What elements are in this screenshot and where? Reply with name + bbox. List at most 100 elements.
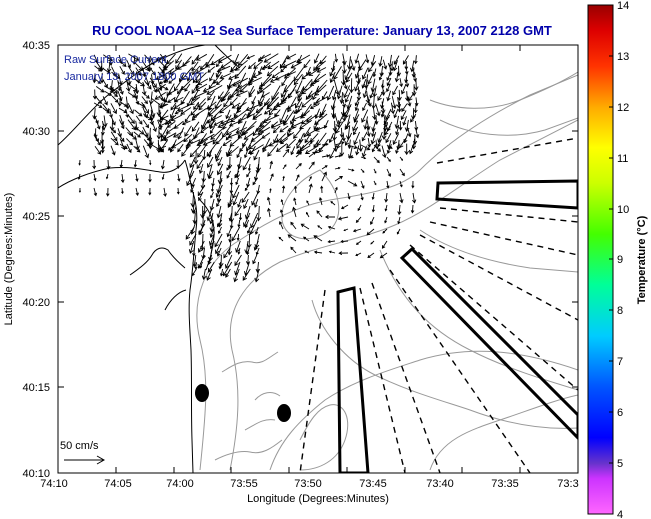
current-vector	[241, 191, 250, 204]
current-vector	[355, 240, 362, 245]
current-vector	[142, 145, 150, 159]
current-vector	[143, 139, 151, 147]
current-vector	[234, 254, 242, 267]
current-vector	[149, 159, 152, 166]
current-vector	[393, 109, 399, 119]
current-vector	[181, 120, 191, 126]
current-vector	[216, 163, 224, 176]
current-vector	[347, 139, 352, 150]
current-vector	[254, 125, 265, 132]
scale-arrow	[64, 455, 106, 465]
current-vector	[386, 168, 392, 178]
current-vector	[157, 119, 163, 131]
current-vector	[352, 120, 359, 132]
current-vector	[104, 90, 113, 96]
current-vector	[191, 65, 201, 76]
current-vector	[284, 67, 296, 79]
current-vector	[386, 72, 391, 82]
current-vector	[102, 107, 111, 114]
current-vector	[314, 125, 327, 132]
current-vector	[256, 205, 262, 222]
current-vector	[160, 133, 169, 142]
current-vector	[121, 187, 124, 195]
current-vector	[371, 128, 376, 138]
current-vector	[399, 180, 403, 188]
current-vector	[95, 120, 101, 130]
current-vector	[256, 156, 261, 172]
current-vector	[280, 85, 288, 99]
current-vector	[269, 160, 274, 170]
current-vector	[286, 103, 297, 110]
current-vector	[321, 165, 328, 170]
current-vector	[175, 53, 183, 64]
current-vector	[367, 96, 372, 107]
current-vector	[189, 145, 201, 158]
current-vector	[270, 121, 279, 128]
y-tick-label: 40:10	[22, 468, 50, 480]
current-vector	[151, 121, 157, 133]
current-vector	[386, 77, 392, 87]
current-vector	[158, 79, 168, 85]
current-vector	[253, 60, 263, 69]
current-vector	[261, 132, 271, 139]
current-vector	[192, 205, 197, 215]
current-vector	[247, 62, 256, 70]
current-vector	[378, 72, 384, 81]
current-vector	[313, 250, 323, 254]
colorbar-tick-label: 12	[617, 102, 629, 114]
current-vector	[269, 77, 281, 83]
current-vector	[218, 261, 222, 270]
current-vector	[167, 96, 176, 103]
current-vector	[242, 156, 251, 171]
current-vector	[225, 127, 240, 136]
current-vector	[309, 103, 320, 110]
current-vector	[408, 143, 415, 155]
current-vector	[92, 159, 97, 170]
current-vector	[355, 145, 360, 156]
current-vector	[279, 108, 288, 124]
current-vector	[135, 115, 143, 125]
current-vector	[198, 163, 204, 175]
current-vector	[237, 156, 242, 170]
current-vector	[193, 91, 207, 99]
y-tick-label: 40:35	[22, 40, 50, 52]
current-vector	[177, 143, 184, 153]
current-vector	[258, 53, 272, 61]
current-vector	[224, 254, 233, 269]
current-vector	[282, 175, 285, 182]
current-vector	[210, 184, 214, 193]
current-vector	[296, 54, 311, 63]
current-vector	[207, 156, 214, 168]
current-vector	[186, 71, 192, 82]
current-vector	[282, 164, 287, 170]
current-vector	[397, 89, 402, 102]
current-vector	[93, 187, 98, 197]
current-vector	[229, 184, 234, 194]
current-vector	[246, 170, 251, 178]
current-vector	[189, 233, 197, 246]
current-vector	[302, 236, 310, 242]
current-vector	[392, 85, 398, 96]
current-vector	[228, 233, 232, 243]
current-vector	[111, 95, 119, 103]
current-vector	[304, 250, 310, 254]
current-vector	[232, 77, 249, 87]
current-vector	[403, 133, 409, 144]
current-vector	[200, 205, 206, 219]
current-vector	[176, 159, 181, 170]
current-vector	[248, 89, 256, 98]
current-vector	[134, 109, 143, 117]
current-vector	[366, 228, 375, 236]
current-vector	[191, 54, 200, 65]
current-vector	[395, 144, 399, 154]
current-vector	[227, 156, 233, 170]
current-vector	[295, 174, 300, 182]
current-vector	[279, 60, 287, 69]
current-vector	[400, 84, 407, 95]
current-vector	[304, 145, 319, 154]
current-vector	[149, 114, 154, 126]
current-vector	[281, 185, 286, 194]
current-vector	[159, 103, 169, 109]
current-vector	[341, 109, 347, 122]
current-vector	[319, 109, 326, 119]
